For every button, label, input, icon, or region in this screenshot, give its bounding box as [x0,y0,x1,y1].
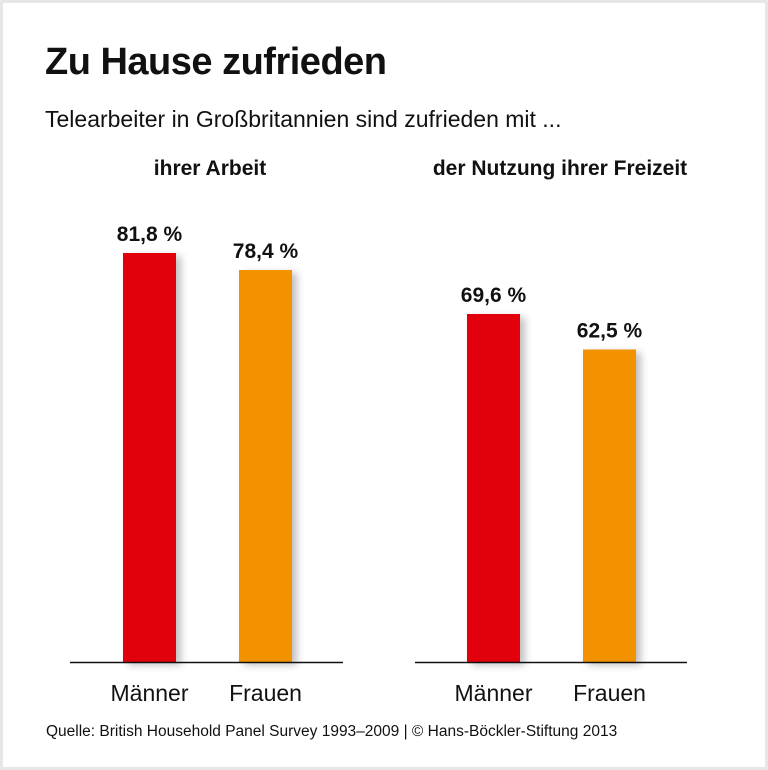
category-label: Frauen [229,680,302,706]
value-label: 69,6 % [461,284,527,307]
source-note: Quelle: British Household Panel Survey 1… [46,723,618,740]
bar-männer [123,253,176,662]
bar-chart: ihrer Arbeit 81,8 % Männer 78,4 % Frauen der … [70,157,687,706]
bar-männer [467,314,520,662]
value-label: 62,5 % [577,320,643,343]
value-label: 81,8 % [117,223,183,246]
category-label: Männer [111,680,189,706]
group-title: ihrer Arbeit [154,157,266,180]
chart-title: Zu Hause zufrieden [45,41,387,83]
category-label: Frauen [573,680,646,706]
group-title: der Nutzung ihrer Freizeit [433,157,687,180]
value-label: 78,4 % [233,240,299,263]
category-label: Männer [455,680,533,706]
bar-frauen [583,349,636,662]
chart-subtitle: Telearbeiter in Großbritannien sind zufr… [45,106,562,132]
bar-frauen [239,270,292,662]
